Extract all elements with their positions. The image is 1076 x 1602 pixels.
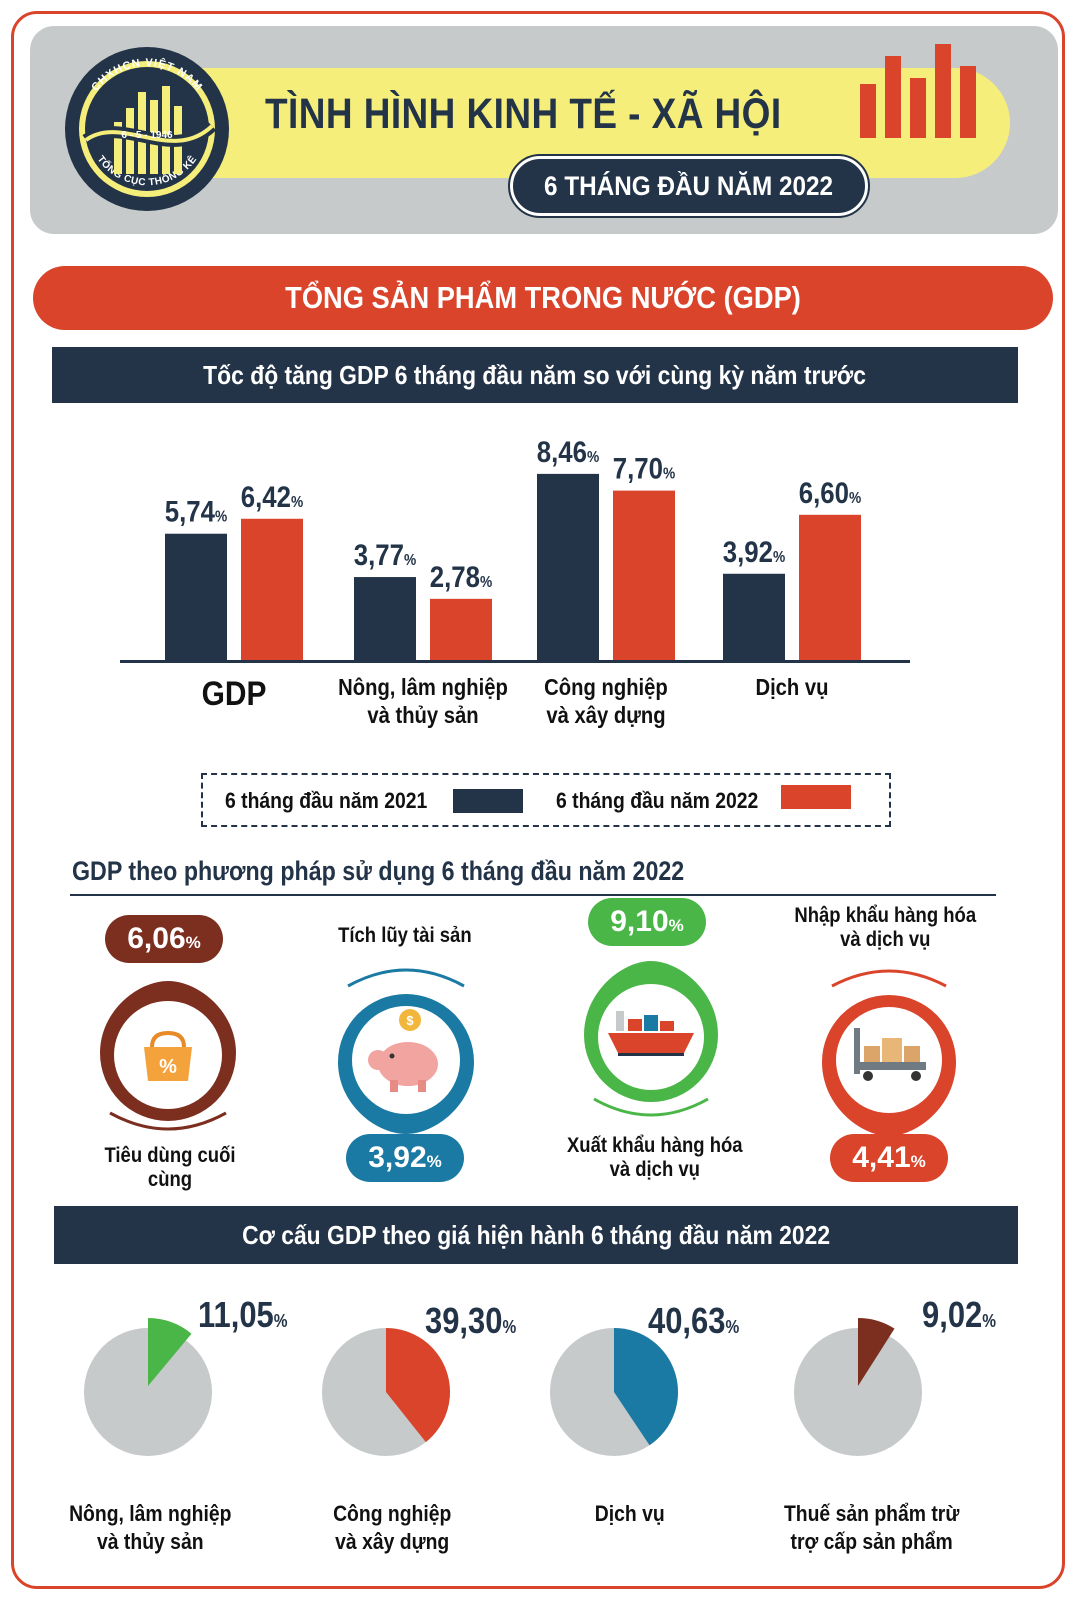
bar-axis-baseline [120,660,910,663]
pie-slice-2 [614,1328,678,1446]
import-ring [822,969,956,1136]
bar-3-1 [799,514,861,660]
export-ring [584,961,718,1117]
import-label: Nhập khẩu hàng hóa và dịch vụ [794,904,976,951]
logo-text-date: 6 - 5 - 1946 [121,130,173,141]
accumulation-value-badge: 3,92% [346,1134,464,1182]
bar-1-1 [430,598,492,660]
cargo-ship-icon [608,1011,694,1056]
pie-label-industry: Công nghiệp và xây dựng [332,1501,452,1554]
export-label: Xuất khẩu hàng hóa và dịch vụ [567,1134,743,1181]
svg-text:$: $ [406,1013,414,1028]
category-label-0-0: GDP [202,674,267,712]
forklift-boxes-icon [854,1028,926,1081]
category-label-2-1: và xây dựng [546,702,665,729]
consumption-label: Tiêu dùng cuối cùng [104,1144,236,1191]
bar-label-2-1: 7,70% [613,452,675,485]
pie-value-agriculture: 11,05% [198,1294,288,1335]
main-title: TÌNH HÌNH KINH TẾ - XÃ HỘI [265,90,782,138]
gso-logo: CHXHCN VIỆT NAM TỔNG CỤC THỐNG KÊ 6 - 5 … [65,47,229,211]
bar-label-2-0: 8,46% [537,435,599,468]
pie-section-title: Cơ cấu GDP theo giá hiện hành 6 tháng đầ… [54,1206,1018,1264]
category-label-3-0: Dịch vụ [755,674,828,701]
category-label-1-1: và thủy sản [367,702,478,729]
category-label-1-0: Nông, lâm nghiệp [338,674,508,701]
accumulation-label: Tích lũy tài sản [338,924,472,947]
section-title: TỔNG SẢN PHẨM TRONG NƯỚC (GDP) [33,266,1053,330]
legend-label-2022: 6 tháng đầu năm 2022 [556,788,759,813]
pie-slice-3 [858,1318,895,1386]
bar-label-0-0: 5,74% [165,495,227,528]
bar-label-1-0: 3,77% [354,538,416,571]
accumulation-ring: $ [338,968,474,1134]
bar-1-0 [354,577,416,660]
bar-3-0 [723,573,785,660]
bar-label-3-0: 3,92% [723,535,785,568]
bar-0-0 [165,533,227,660]
pie-value-taxes: 9,02% [922,1294,997,1335]
bar-label-0-1: 6,42% [241,480,303,513]
page-frame [11,11,1065,1589]
pie-base-0 [84,1328,212,1456]
deco-bars-icon [860,44,976,138]
pie-base-3 [794,1328,922,1456]
bar-label-3-1: 6,60% [799,476,861,509]
usage-divider [70,894,996,896]
pie-label-taxes: Thuế sản phẩm trừ trợ cấp sản phẩm [784,1501,960,1554]
pie-label-services: Dịch vụ [595,1501,665,1526]
export-value-badge: 9,10% [588,898,706,946]
bar-2-0 [537,473,599,660]
gdp-structure-pies [84,1318,922,1456]
consumption-ring: % [100,981,236,1131]
bar-0-1 [241,518,303,660]
bar-chart-title: Tốc độ tăng GDP 6 tháng đầu năm so với c… [52,347,1018,403]
category-label-2-0: Công nghiệp [544,674,668,701]
pie-slice-1 [386,1328,450,1443]
pie-value-industry: 39,30% [425,1300,517,1341]
usage-title: GDP theo phương pháp sử dụng 6 tháng đầu… [72,856,685,886]
consumption-value-badge: 6,06% [105,915,223,963]
svg-text:%: % [159,1056,177,1078]
pie-label-agriculture: Nông, lâm nghiệp và thủy sản [68,1501,232,1554]
shopping-bag-icon: % [144,1030,192,1081]
pie-value-services: 40,63% [648,1300,740,1341]
bar-2-1 [613,490,675,660]
legend-swatch-2021 [453,789,523,813]
bar-label-1-1: 2,78% [430,560,492,593]
pie-slice-0 [148,1318,192,1386]
bar-legend: 6 tháng đầu năm 2021 6 tháng đầu năm 202… [201,773,891,827]
period-badge: 6 THÁNG ĐẦU NĂM 2022 [508,154,870,218]
legend-label-2021: 6 tháng đầu năm 2021 [225,788,428,813]
import-value-badge: 4,41% [830,1134,948,1182]
piggy-bank-icon: $ [368,1009,438,1092]
legend-swatch-2022 [781,785,851,809]
